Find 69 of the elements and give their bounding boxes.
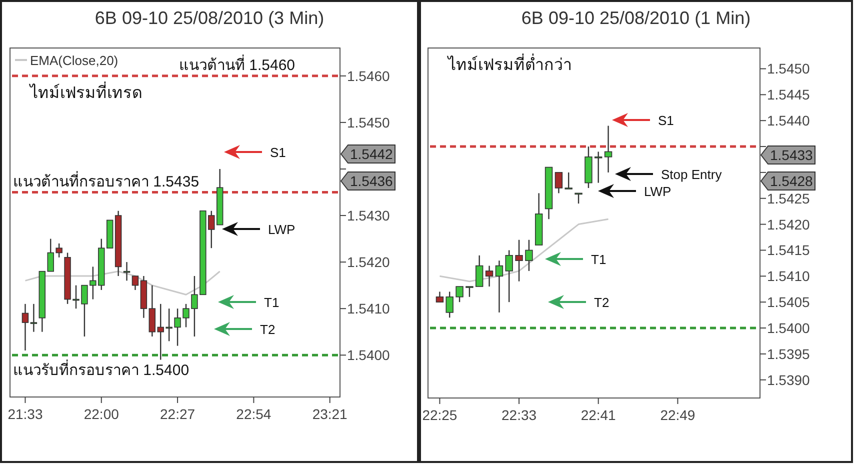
x-tick-label: 22:27 <box>160 406 196 422</box>
y-tick-label: 1.5400 <box>347 347 390 364</box>
text: 1.5433 <box>770 147 814 163</box>
y-tick-label: 1.5410 <box>767 268 810 284</box>
y-tick-label: 1.5460 <box>347 68 390 84</box>
candlestick <box>22 303 29 352</box>
candlestick <box>148 284 156 338</box>
candlestick <box>485 265 494 288</box>
chart-title: 6B 09-10 25/08/2010 (1 Min) <box>521 8 751 28</box>
x-tick-label: 23:21 <box>312 406 348 422</box>
y-tick-label: 1.5415 <box>767 242 810 258</box>
annotation: S1 <box>658 113 674 128</box>
ref-line-label: แนวต้านที่ 1.5460 <box>178 54 295 74</box>
annotation: LWP <box>268 222 296 237</box>
candlestick <box>525 239 533 272</box>
legend-label: EMA(Close,20) <box>30 53 118 68</box>
y-tick-label: 1.5450 <box>347 114 390 130</box>
y-tick-label: 1.5425 <box>767 190 810 206</box>
candlestick <box>574 192 582 204</box>
y-tick-label: 1.5410 <box>347 300 390 317</box>
text: 1.5428 <box>770 173 814 189</box>
annotation: T2 <box>260 322 276 337</box>
annotation: LWP <box>644 184 672 199</box>
x-tick-label: 21:33 <box>8 406 43 422</box>
y-tick-label: 1.5395 <box>767 346 810 362</box>
annotation: ไทม์เฟรมที่ต่ำกว่า <box>446 53 572 74</box>
candlestick <box>446 291 454 318</box>
y-tick-label: 1.5440 <box>767 112 810 129</box>
x-tick-label: 22:33 <box>502 407 537 423</box>
candlestick <box>466 286 474 298</box>
candlestick <box>505 250 513 303</box>
text: 1.5436 <box>350 173 394 189</box>
annotation: ไทม์เฟรมที่เทรด <box>28 81 142 102</box>
y-tick-label: 1.5400 <box>767 320 810 336</box>
y-tick-label: 1.5445 <box>767 86 810 103</box>
y-tick-label: 1.5450 <box>767 60 810 77</box>
x-tick-label: 22:49 <box>660 407 696 423</box>
annotation: S1 <box>270 145 286 160</box>
ref-line-label: แนวรับที่กรอบราคา 1.5400 <box>13 359 190 380</box>
candlestick <box>594 151 602 184</box>
candlestick <box>30 303 38 332</box>
y-tick-label: 1.5430 <box>347 208 390 224</box>
ref-line-label: แนวต้านที่กรอบราคา 1.5435 <box>13 170 200 190</box>
candlestick <box>495 260 504 314</box>
x-tick-label: 22:00 <box>84 406 120 422</box>
y-tick-label: 1.5405 <box>767 294 810 310</box>
candlestick <box>475 254 484 288</box>
line-series <box>438 218 610 282</box>
candlestick <box>564 172 572 190</box>
x-tick-label: 22:41 <box>580 407 616 423</box>
line-series <box>24 270 221 296</box>
annotation: T1 <box>591 252 606 267</box>
y-tick-label: 1.5390 <box>767 372 810 388</box>
candlestick <box>554 172 563 194</box>
x-tick-label: 22:54 <box>236 406 272 422</box>
candlestick <box>604 125 612 174</box>
candlestick <box>436 291 444 303</box>
annotation: T2 <box>594 295 610 310</box>
candlestick <box>515 239 523 282</box>
candlestick <box>132 275 139 291</box>
y-tick-label: 1.5420 <box>347 254 390 270</box>
chart-title: 6B 09-10 25/08/2010 (3 Min) <box>94 8 324 28</box>
text: 1.5442 <box>350 146 394 162</box>
x-tick-label: 22:25 <box>422 407 458 423</box>
annotation: T1 <box>264 295 280 310</box>
y-tick-label: 1.5420 <box>767 216 810 232</box>
annotation: Stop Entry <box>661 167 722 182</box>
candlestick <box>123 261 130 282</box>
candlestick <box>456 286 464 303</box>
